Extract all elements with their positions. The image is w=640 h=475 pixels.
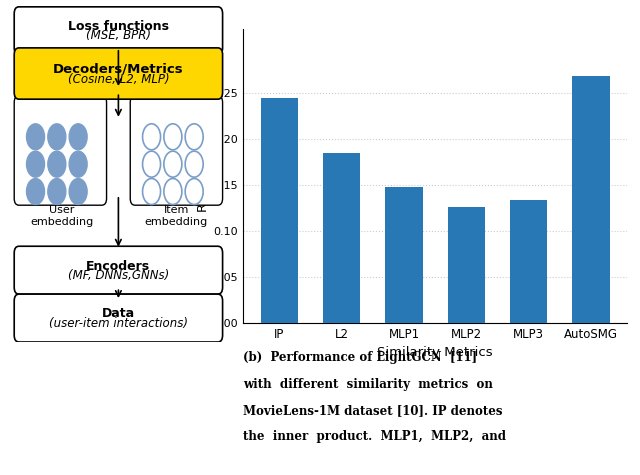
Text: (user-item interactions): (user-item interactions) bbox=[49, 317, 188, 330]
Text: (Cosine, L2, MLP): (Cosine, L2, MLP) bbox=[68, 73, 169, 86]
Circle shape bbox=[48, 179, 66, 205]
Circle shape bbox=[164, 124, 182, 150]
Circle shape bbox=[164, 151, 182, 177]
FancyBboxPatch shape bbox=[14, 294, 223, 342]
Circle shape bbox=[48, 124, 66, 150]
Bar bbox=[385, 187, 423, 323]
Circle shape bbox=[69, 124, 87, 150]
FancyBboxPatch shape bbox=[14, 246, 223, 294]
Text: Loss functions: Loss functions bbox=[68, 20, 169, 33]
Bar bbox=[323, 153, 360, 323]
Text: Encoders: Encoders bbox=[86, 259, 150, 273]
Circle shape bbox=[26, 124, 45, 150]
Text: MovieLens-1M dataset [10]. IP denotes: MovieLens-1M dataset [10]. IP denotes bbox=[243, 404, 502, 417]
Circle shape bbox=[143, 124, 161, 150]
Circle shape bbox=[48, 151, 66, 177]
Circle shape bbox=[185, 151, 203, 177]
Bar bbox=[447, 207, 485, 323]
Circle shape bbox=[185, 124, 203, 150]
Text: Decoders/Metrics: Decoders/Metrics bbox=[53, 63, 184, 76]
Circle shape bbox=[26, 151, 45, 177]
Text: the  inner  product.  MLP1,  MLP2,  and: the inner product. MLP1, MLP2, and bbox=[243, 430, 506, 443]
Text: (MSE, BPR): (MSE, BPR) bbox=[86, 29, 151, 42]
Text: (b)  Performance of LightGCN  [11]: (b) Performance of LightGCN [11] bbox=[243, 352, 477, 364]
Text: (MF, DNNs,GNNs): (MF, DNNs,GNNs) bbox=[68, 269, 169, 282]
Bar bbox=[572, 76, 610, 323]
FancyBboxPatch shape bbox=[14, 7, 223, 55]
Circle shape bbox=[143, 179, 161, 205]
Text: User
embedding: User embedding bbox=[30, 205, 93, 227]
FancyBboxPatch shape bbox=[14, 48, 223, 99]
Text: Item
embedding: Item embedding bbox=[145, 205, 208, 227]
Circle shape bbox=[185, 179, 203, 205]
Text: Data: Data bbox=[102, 307, 135, 321]
Circle shape bbox=[143, 151, 161, 177]
Circle shape bbox=[26, 179, 45, 205]
Circle shape bbox=[164, 179, 182, 205]
FancyBboxPatch shape bbox=[14, 96, 106, 205]
Circle shape bbox=[69, 151, 87, 177]
FancyBboxPatch shape bbox=[131, 96, 223, 205]
X-axis label: Similarity Metrics: Similarity Metrics bbox=[378, 346, 493, 360]
Circle shape bbox=[69, 179, 87, 205]
Bar bbox=[510, 200, 547, 323]
Text: with  different  similarity  metrics  on: with different similarity metrics on bbox=[243, 378, 493, 390]
Bar bbox=[260, 98, 298, 323]
Y-axis label: Recall@20: Recall@20 bbox=[195, 141, 208, 210]
